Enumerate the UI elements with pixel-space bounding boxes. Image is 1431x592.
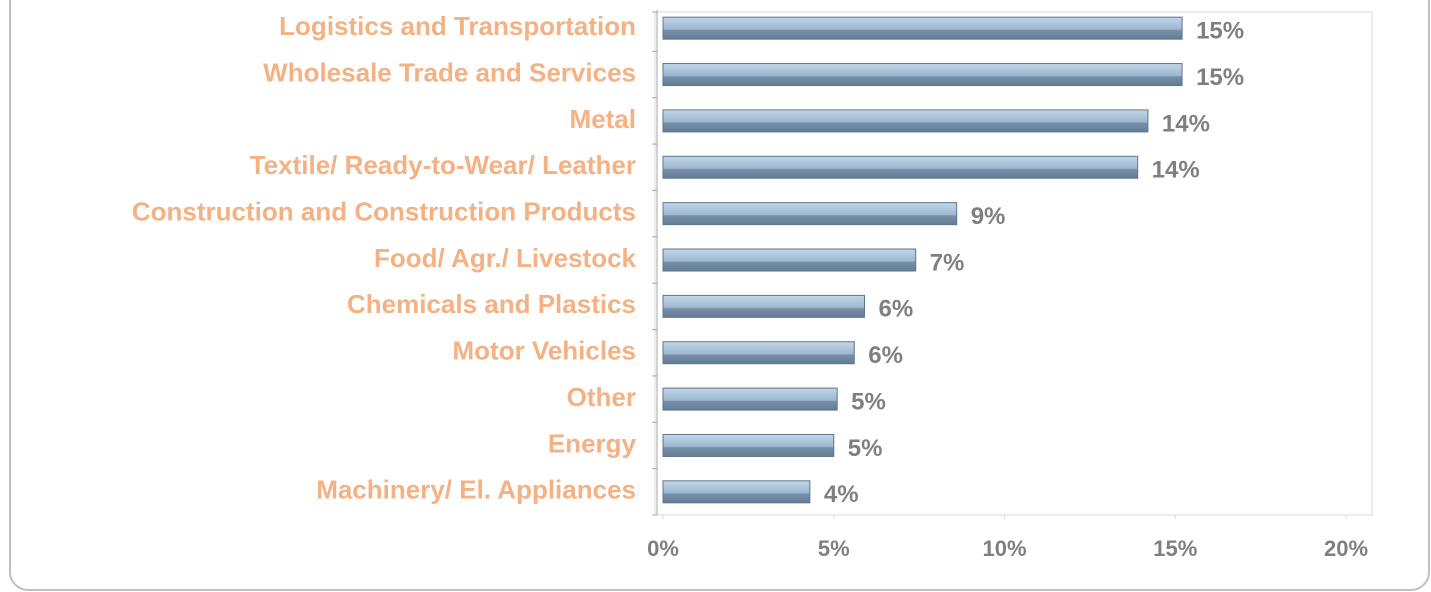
category-label: Food/ Agr./ Livestock xyxy=(374,243,637,273)
category-label: Machinery/ El. Appliances xyxy=(316,475,636,505)
value-label: 5% xyxy=(848,435,883,462)
bar xyxy=(662,294,865,318)
bar xyxy=(662,16,1183,40)
value-label: 6% xyxy=(878,296,913,323)
plot-area xyxy=(654,11,1373,516)
bar xyxy=(662,63,1183,87)
bar xyxy=(662,202,958,226)
value-label: 14% xyxy=(1162,110,1210,137)
x-tick-label: 15% xyxy=(1153,536,1197,561)
x-tick-label: 5% xyxy=(818,536,850,561)
category-label: Wholesale Trade and Services xyxy=(263,57,636,87)
value-label: 4% xyxy=(824,481,859,508)
frame xyxy=(9,0,1430,591)
value-label: 15% xyxy=(1196,18,1244,45)
bar xyxy=(662,433,835,457)
value-label: 14% xyxy=(1152,157,1200,184)
category-label: Textile/ Ready-to-Wear/ Leather xyxy=(250,150,636,180)
category-label: Energy xyxy=(548,428,637,458)
x-tick-label: 20% xyxy=(1324,536,1368,561)
category-label: Metal xyxy=(570,104,636,134)
x-tick-label: 10% xyxy=(982,536,1026,561)
category-label: Chemicals and Plastics xyxy=(347,289,636,319)
bar xyxy=(662,155,1139,179)
category-label: Logistics and Transportation xyxy=(279,11,636,41)
bar xyxy=(662,480,811,504)
value-label: 15% xyxy=(1196,64,1244,91)
value-label: 6% xyxy=(868,342,903,369)
bar xyxy=(662,387,838,411)
category-label: Motor Vehicles xyxy=(453,336,637,366)
x-tick-label: 0% xyxy=(647,536,679,561)
bar xyxy=(662,109,1149,133)
category-label: Other xyxy=(567,382,636,412)
value-label: 9% xyxy=(971,203,1006,230)
bar xyxy=(662,248,917,272)
value-label: 7% xyxy=(930,249,965,276)
value-label: 5% xyxy=(851,388,886,415)
category-label: Construction and Construction Products xyxy=(132,197,636,227)
bar xyxy=(662,341,855,365)
